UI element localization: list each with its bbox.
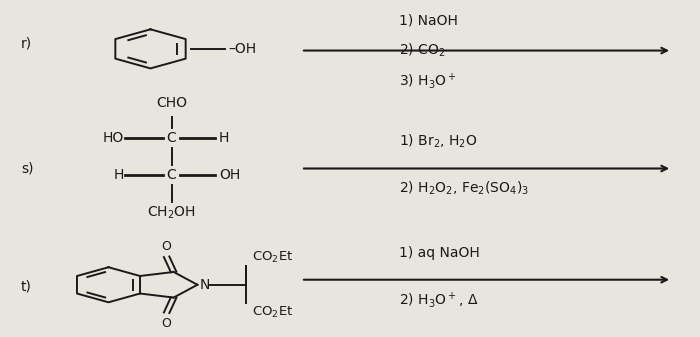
Text: s): s) bbox=[21, 161, 34, 176]
Text: CHO: CHO bbox=[156, 96, 187, 110]
Text: 1) Br$_2$, H$_2$O: 1) Br$_2$, H$_2$O bbox=[399, 133, 477, 150]
Text: t): t) bbox=[21, 279, 32, 294]
Text: 3) H$_3$O$^+$: 3) H$_3$O$^+$ bbox=[399, 71, 457, 91]
Text: 2) CO$_2$: 2) CO$_2$ bbox=[399, 42, 446, 59]
Text: r): r) bbox=[21, 37, 32, 51]
Text: HO: HO bbox=[103, 131, 124, 145]
Text: O: O bbox=[162, 317, 172, 330]
Text: H: H bbox=[113, 168, 124, 182]
Text: 2) H$_3$O$^+$, Δ: 2) H$_3$O$^+$, Δ bbox=[399, 290, 478, 310]
Text: 1) NaOH: 1) NaOH bbox=[399, 13, 458, 27]
Text: 1) aq NaOH: 1) aq NaOH bbox=[399, 246, 480, 260]
Text: CO$_2$Et: CO$_2$Et bbox=[252, 305, 293, 320]
Text: C: C bbox=[167, 131, 176, 145]
Text: 2) H$_2$O$_2$, Fe$_2$(SO$_4$)$_3$: 2) H$_2$O$_2$, Fe$_2$(SO$_4$)$_3$ bbox=[399, 180, 529, 197]
Text: O: O bbox=[162, 240, 172, 253]
Text: CO$_2$Et: CO$_2$Et bbox=[252, 249, 293, 265]
Text: H: H bbox=[219, 131, 230, 145]
Text: –OH: –OH bbox=[228, 42, 256, 56]
Text: N: N bbox=[199, 278, 210, 292]
Text: C: C bbox=[167, 168, 176, 182]
Text: CH$_2$OH: CH$_2$OH bbox=[147, 204, 196, 220]
Text: OH: OH bbox=[219, 168, 240, 182]
